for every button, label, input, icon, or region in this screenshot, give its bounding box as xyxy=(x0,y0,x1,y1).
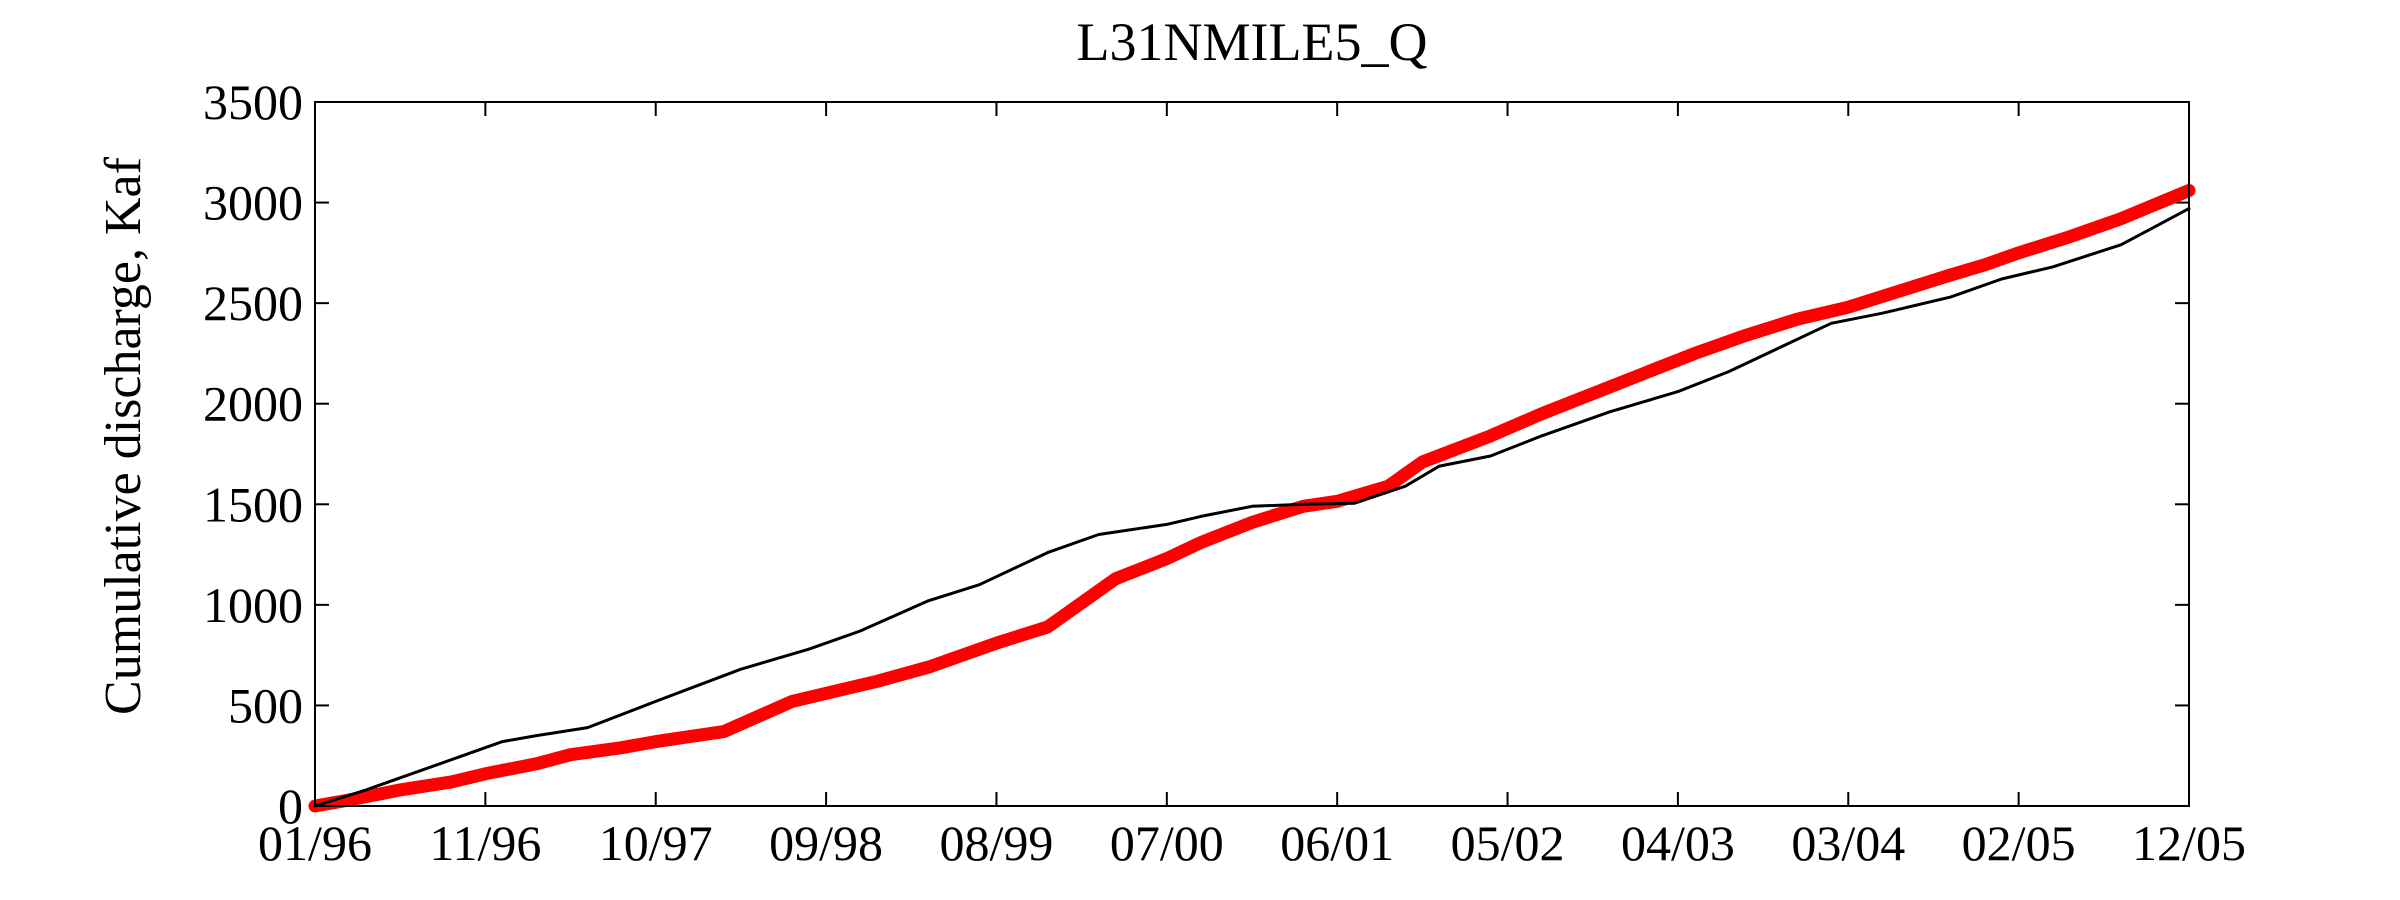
series-line-observed xyxy=(308,184,2196,813)
x-tick-label-11: 12/05 xyxy=(2132,815,2246,871)
plot-area: 0 500 1000 1500 2000 2500 3000 3500 01/96 11/96 10… xyxy=(203,74,2246,871)
y-tick-label-3: 1500 xyxy=(203,476,303,532)
x-tick-label-4: 08/99 xyxy=(940,815,1054,871)
y-tick-label-2: 1000 xyxy=(203,577,303,633)
plot-frame xyxy=(314,101,2190,807)
x-tick-label-1: 11/96 xyxy=(429,815,541,871)
x-tick-label-6: 06/01 xyxy=(1280,815,1394,871)
x-tick-label-8: 04/03 xyxy=(1621,815,1735,871)
y-tick-label-0: 0 xyxy=(278,778,303,834)
x-tick-label-7: 05/02 xyxy=(1451,815,1565,871)
x-tick-label-2: 10/97 xyxy=(599,815,713,871)
y-tick-label-5: 2500 xyxy=(203,275,303,331)
y-tick-label-4: 2000 xyxy=(203,376,303,432)
y-axis-title: Cumulative discharge, Kaf xyxy=(95,156,152,715)
x-tick-label-10: 02/05 xyxy=(1962,815,2076,871)
x-tick-label-0: 01/96 xyxy=(258,815,372,871)
y-tick-label-7: 3500 xyxy=(203,74,303,130)
series-line-simulated xyxy=(313,207,2191,808)
chart-title: L31NMILE5_Q xyxy=(1077,12,1428,72)
y-tick-label-1: 500 xyxy=(228,677,303,733)
x-tick-label-9: 03/04 xyxy=(1791,815,1905,871)
y-tick-label-6: 3000 xyxy=(203,175,303,231)
x-tick-label-3: 09/98 xyxy=(769,815,883,871)
x-tick-label-5: 07/00 xyxy=(1110,815,1224,871)
